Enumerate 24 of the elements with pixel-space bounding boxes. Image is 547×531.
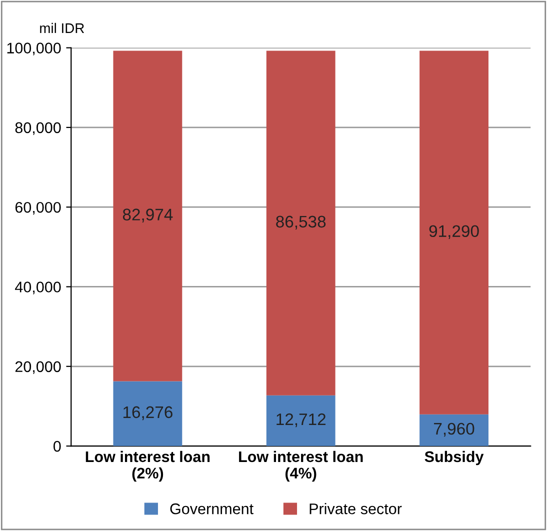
y-tick-label: 80,000: [15, 122, 61, 135]
y-tick-label: 100,000: [7, 42, 61, 56]
data-label: 16,276: [123, 406, 172, 420]
y-tick-label: 0: [53, 440, 61, 452]
bar: [113, 381, 182, 446]
y-tick-label: 40,000: [15, 282, 61, 294]
bar: [266, 395, 336, 446]
y-axis-title: mil IDR: [40, 22, 84, 33]
bar: [420, 50, 488, 414]
bar: [420, 414, 488, 446]
legend-label: Government: [170, 503, 254, 514]
data-label: 7,960: [434, 422, 474, 437]
y-tick-label: 60,000: [15, 202, 61, 215]
data-label: 86,538: [276, 216, 326, 230]
y-tick-label: 20,000: [15, 361, 61, 374]
x-tick-label: Low interest loan (4%): [239, 450, 363, 482]
x-tick-label: Low interest loan (2%): [86, 450, 210, 482]
legend-label: Private sector: [310, 503, 402, 514]
bar: [266, 50, 336, 396]
x-tick-label: Subsidy: [424, 450, 484, 466]
data-label: 12,712: [276, 413, 326, 428]
bar: [113, 50, 182, 382]
data-label: 82,974: [122, 208, 173, 222]
data-label: 91,290: [429, 225, 479, 239]
